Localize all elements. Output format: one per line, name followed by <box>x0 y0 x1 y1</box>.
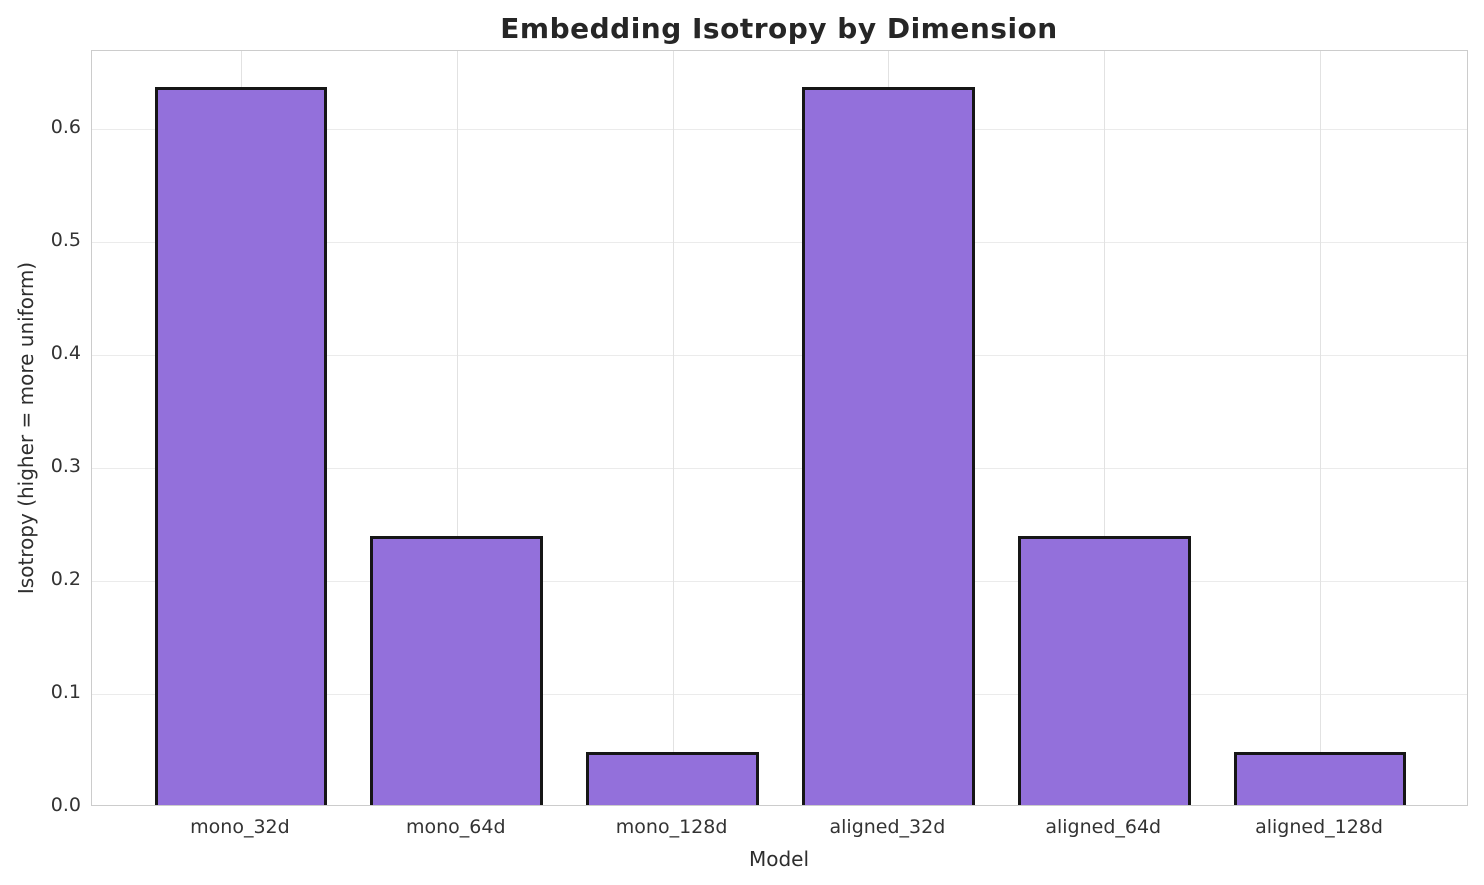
x-tick-label-aligned_64d: aligned_64d <box>1045 816 1162 838</box>
gridline-y-0.2 <box>92 580 1467 582</box>
gridline-y-0.4 <box>92 354 1467 356</box>
y-tick-label-0.1: 0.1 <box>50 680 81 703</box>
chart-title: Embedding Isotropy by Dimension <box>500 12 1058 45</box>
bar-aligned_128d <box>1233 751 1407 805</box>
y-tick-label-0.4: 0.4 <box>50 341 81 364</box>
x-tick-label-aligned_128d: aligned_128d <box>1255 816 1383 838</box>
gridline-x-mono_64d <box>456 51 458 805</box>
gridline-x-aligned_128d <box>1320 51 1322 805</box>
bar-mono_32d <box>154 87 328 805</box>
x-tick-label-aligned_32d: aligned_32d <box>829 816 946 838</box>
gridline-y-0.6 <box>92 128 1467 130</box>
gridline-x-aligned_64d <box>1104 51 1106 805</box>
gridline-y-0.1 <box>92 693 1467 695</box>
bar-mono_128d <box>586 751 759 805</box>
y-tick-label-0.0: 0.0 <box>50 794 81 816</box>
x-axis-label: Model <box>748 847 810 871</box>
y-axis-label: Isotropy (higher = more uniform) <box>14 261 38 595</box>
gridline-x-mono_128d <box>672 51 674 805</box>
y-tick-label-0.6: 0.6 <box>50 115 81 138</box>
y-tick-label-0.2: 0.2 <box>50 567 81 590</box>
bar-aligned_64d <box>1017 536 1191 805</box>
y-tick-label-0.5: 0.5 <box>50 228 81 251</box>
plot-area <box>91 50 1468 806</box>
bar-mono_64d <box>370 536 544 805</box>
gridline-y-0.3 <box>92 467 1467 469</box>
gridline-y-0.5 <box>92 241 1467 243</box>
x-tick-label-mono_64d: mono_64d <box>405 816 506 838</box>
y-tick-label-0.3: 0.3 <box>50 454 81 477</box>
bar-aligned_32d <box>802 87 975 805</box>
x-tick-label-mono_128d: mono_128d <box>615 816 728 838</box>
x-tick-label-mono_32d: mono_32d <box>190 816 290 838</box>
